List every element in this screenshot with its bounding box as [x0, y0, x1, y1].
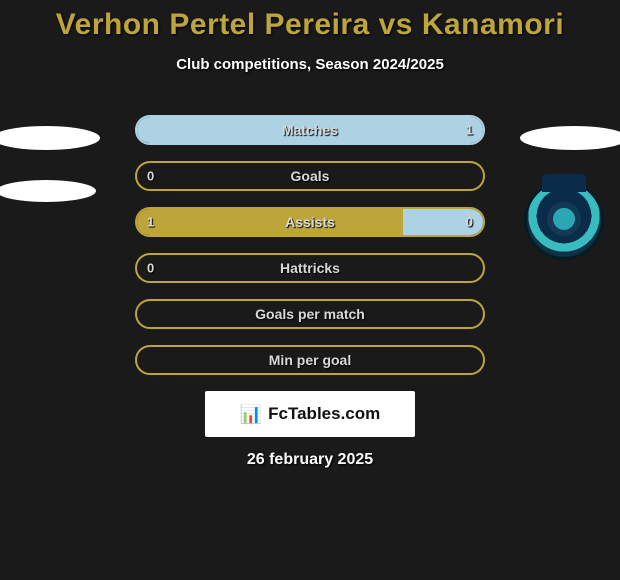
footer-date: 26 february 2025	[0, 451, 620, 469]
club-badge-right	[524, 180, 604, 260]
stat-value-left: 0	[147, 169, 154, 184]
stat-row: Goals 0	[135, 161, 485, 191]
avatar-placeholder-shape	[0, 126, 100, 150]
avatar-placeholder-shape	[0, 180, 96, 202]
stat-value-left: 1	[147, 215, 154, 230]
stat-label: Matches	[282, 122, 338, 138]
page-title: Verhon Pertel Pereira vs Kanamori	[0, 0, 620, 42]
stat-row: Matches 1	[135, 115, 485, 145]
stat-row: Min per goal	[135, 345, 485, 375]
stats-container: Matches 1 Goals 0 Assists 1 0 Hattricks 0 Goals p…	[0, 115, 620, 375]
brand-badge: 📊 FcTables.com	[205, 391, 415, 437]
stat-fill-left	[137, 209, 403, 235]
subtitle: Club competitions, Season 2024/2025	[0, 56, 620, 73]
stat-label: Goals	[291, 168, 330, 184]
stat-label: Goals per match	[255, 306, 365, 322]
stat-value-right: 1	[466, 123, 473, 138]
stat-row: Hattricks 0	[135, 253, 485, 283]
stat-value-right: 0	[466, 215, 473, 230]
stat-label: Hattricks	[280, 260, 340, 276]
stat-row: Assists 1 0	[135, 207, 485, 237]
avatar-placeholder-shape	[520, 126, 620, 150]
stat-row: Goals per match	[135, 299, 485, 329]
brand-icon: 📊	[240, 404, 262, 425]
player-left-avatar	[6, 122, 86, 202]
stat-label: Assists	[285, 214, 335, 230]
brand-label: FcTables.com	[268, 404, 380, 424]
stat-value-left: 0	[147, 261, 154, 276]
stat-label: Min per goal	[269, 352, 351, 368]
